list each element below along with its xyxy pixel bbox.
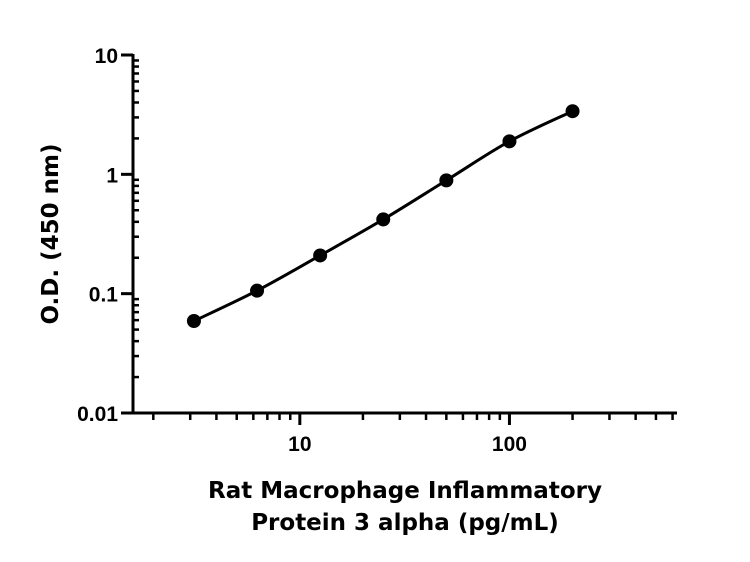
y-tick-label: 0.1 [89, 284, 119, 307]
data-point-marker [439, 173, 454, 188]
x-axis-title-line-2: Protein 3 alpha (pg/mL) [251, 510, 559, 536]
data-point-marker [502, 134, 517, 149]
data-point-marker [376, 212, 391, 227]
data-point-marker [313, 248, 328, 263]
y-tick-label: 1 [106, 164, 118, 187]
y-axis-title: O.D. (450 nm) [38, 143, 64, 324]
data-point-marker [565, 104, 580, 119]
x-tick-label: 100 [492, 433, 527, 456]
y-axis: 0.01 0.1 1 10 [77, 45, 139, 426]
y-tick-label: 0.01 [77, 403, 118, 426]
y-tick-label: 10 [95, 45, 118, 68]
x-tick-label: 10 [288, 433, 311, 456]
data-point-marker [186, 314, 201, 329]
data-point-marker [250, 283, 265, 298]
data-points [186, 104, 580, 329]
x-axis: 10 100 [131, 411, 677, 456]
x-axis-title-line-1: Rat Macrophage Inflammatory [208, 478, 602, 504]
